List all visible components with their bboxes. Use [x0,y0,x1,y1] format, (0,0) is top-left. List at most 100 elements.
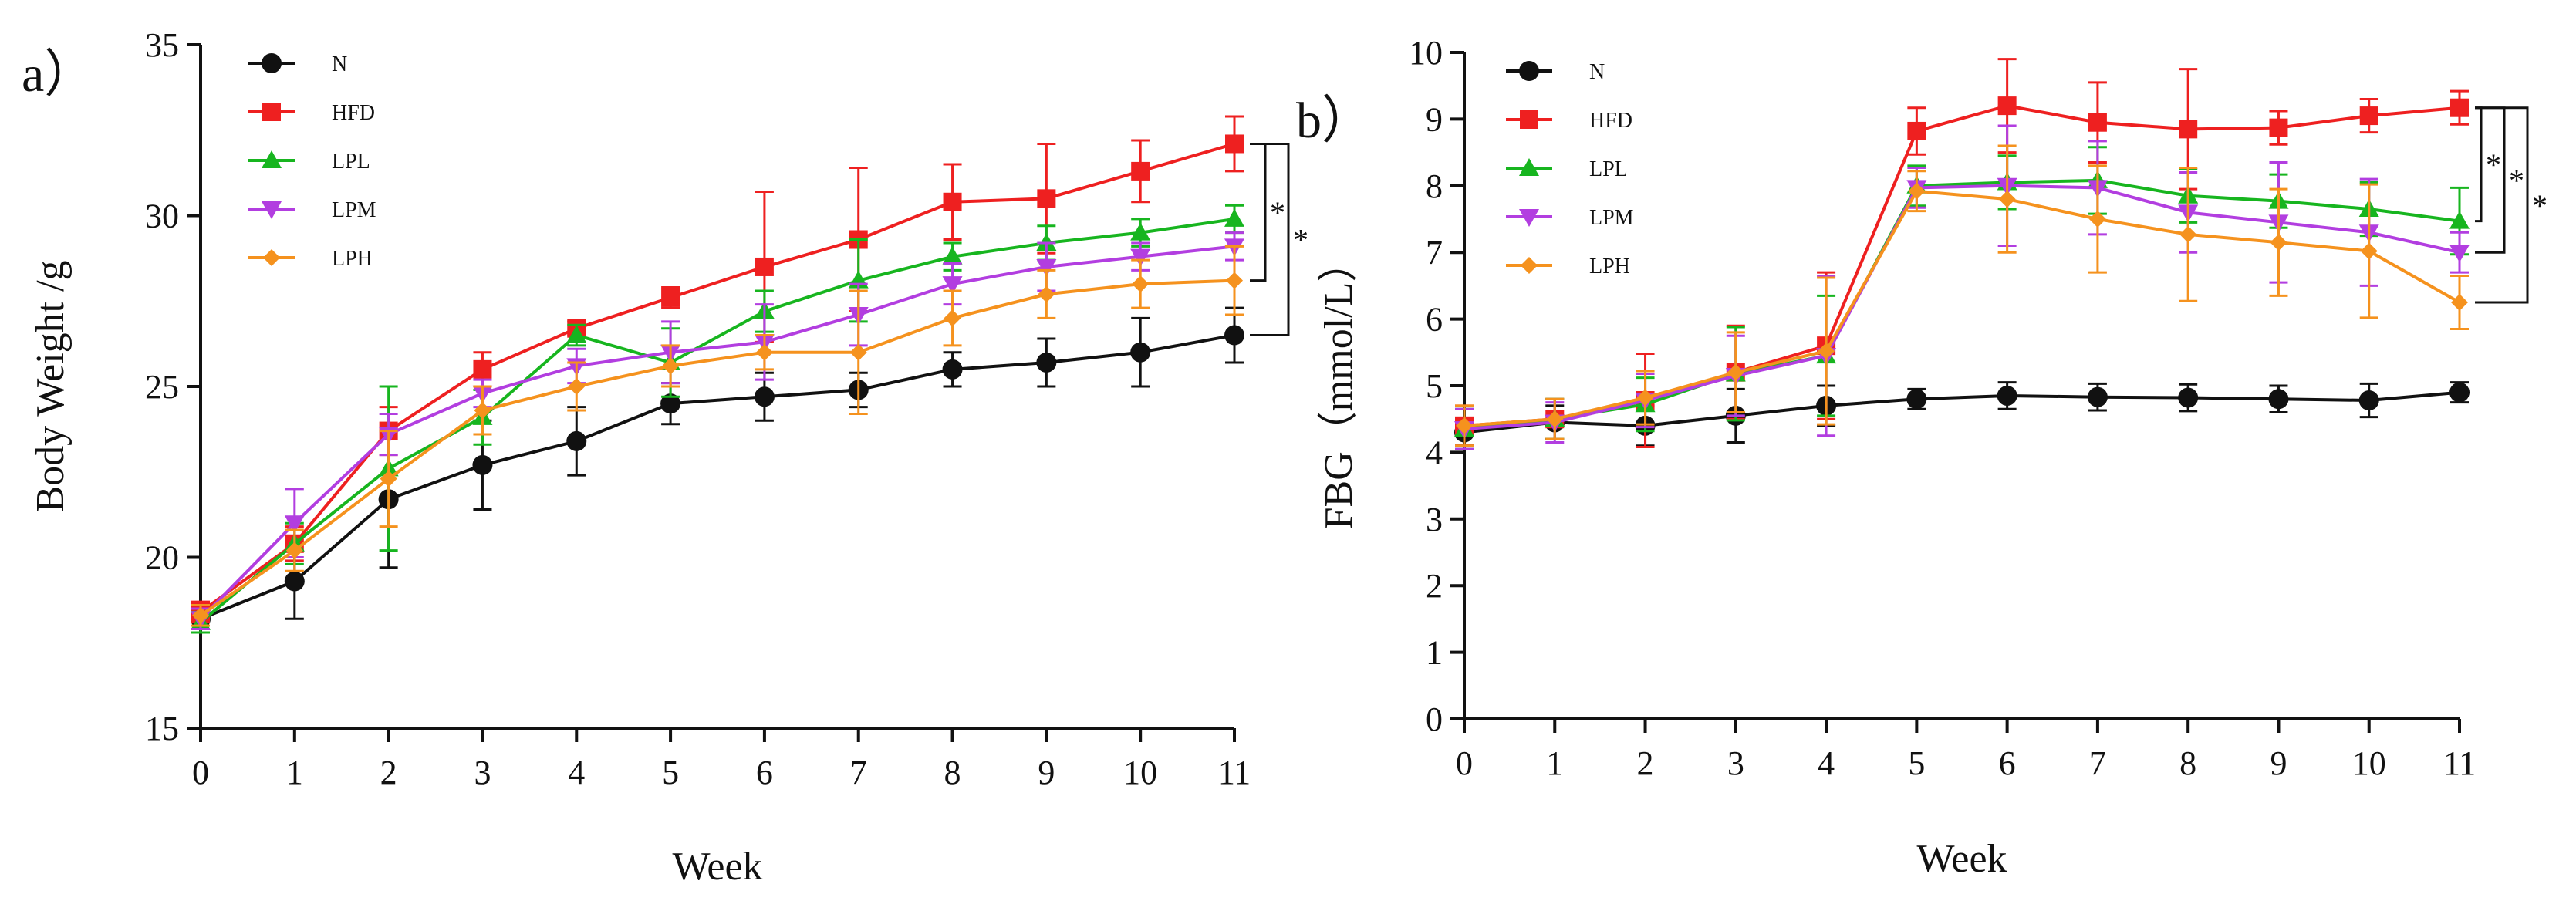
legend-label: LPH [1589,255,1630,278]
data-point [2178,387,2199,408]
data-point [2359,106,2378,126]
x-tick-label: 7 [850,754,867,791]
data-point [2270,234,2287,251]
legend-marker [262,103,281,121]
data-point [1132,275,1150,293]
legend-label: LPL [332,150,370,174]
legend-marker [1519,209,1539,227]
data-point [1997,96,2017,116]
y-tick-label: 0 [1426,700,1443,738]
significance-bracket [2475,106,2483,223]
x-tick-label: 0 [192,754,209,791]
significance-brackets: ** [1250,142,1308,337]
series-line [1464,390,2460,434]
data-point [2358,390,2379,411]
data-point [1130,248,1151,267]
series-line [1464,184,2460,431]
series-lpl [1454,146,2470,450]
data-point [2360,242,2378,260]
data-point [192,606,209,624]
series-lpm [191,231,1244,631]
data-point [2450,98,2469,117]
data-point [1997,385,2017,406]
significance-star: * [2509,163,2524,197]
significance-star: * [2532,188,2547,223]
y-tick-label: 7 [1426,234,1443,272]
legend-label: LPH [332,247,373,271]
legend-label: N [332,52,347,76]
y-tick-label: 8 [1426,167,1443,205]
legend-marker [262,53,282,73]
legend-marker [262,150,282,168]
y-axis-title: FBG（mmol/L） [1317,242,1361,530]
data-point [1636,389,1654,407]
legend-label: N [1589,60,1605,84]
legend-marker [1519,61,1539,81]
x-tick-label: 2 [380,754,397,791]
legend-marker [1520,110,1538,129]
x-tick-label: 5 [1908,744,1925,782]
y-axis-title: Body Weight /g [29,260,73,512]
series-line [1464,189,2460,427]
data-point [943,192,962,211]
data-point [1226,272,1243,289]
series-n [191,306,1244,631]
significance-star: * [1270,195,1285,230]
data-point [566,430,587,451]
data-point [284,515,305,534]
series-line [199,217,1235,624]
legend-marker [262,201,282,219]
x-tick-label: 2 [1637,744,1654,782]
data-point [1036,352,1057,373]
data-point [2451,294,2468,311]
legend-marker [263,249,280,266]
x-tick-label: 10 [2352,744,2386,782]
data-point [1130,342,1151,363]
data-point [2449,245,2470,263]
y-tick-label: 6 [1426,301,1443,339]
x-tick-label: 3 [474,754,491,791]
legend: N HFD LPL LPM LPH [248,52,376,271]
data-point [2449,211,2470,229]
y-tick-label: 20 [145,539,179,577]
series-line [199,278,1235,617]
data-point [2088,211,2106,228]
panel-label: a） [22,46,95,103]
y-tick-label: 1 [1426,634,1443,672]
significance-bracket [1250,142,1290,337]
data-point [2449,382,2470,403]
data-point [1225,134,1244,154]
series-lph [191,245,1244,627]
significance-star: * [1293,223,1308,258]
y-tick-label: 15 [145,710,179,747]
x-tick-label: 6 [756,754,773,791]
x-tick-label: 0 [1456,744,1473,782]
y-tick-label: 2 [1426,567,1443,605]
data-point [1906,389,1927,410]
significance-bracket [2475,106,2529,304]
x-tick-label: 5 [662,754,679,791]
x-tick-label: 7 [2089,744,2106,782]
data-point [1908,182,1926,200]
series-line [200,333,1235,621]
data-point [285,542,303,559]
x-tick-label: 4 [1818,744,1835,782]
data-point [660,393,681,414]
y-tick-label: 10 [1409,34,1443,72]
data-point [1818,343,1835,360]
legend: N HFD LPL LPM LPH [1506,60,1634,278]
data-point [2088,113,2107,132]
y-tick-label: 3 [1426,501,1443,538]
data-point [1998,191,2016,208]
data-point [474,402,491,420]
panel-b-fbg: 0 1 2 3 4 5 6 7 8 9 10 0 1 2 3 4 5 6 7 8 9 10 11 Week FBG（mmol/L… [1296,34,2547,881]
data-point [1456,417,1473,434]
data-point [1546,410,1564,428]
legend-label: LPL [1589,157,1628,181]
data-point [2087,386,2108,407]
x-tick-label: 6 [1999,744,2016,782]
x-tick-label: 4 [568,754,585,791]
x-tick-label: 8 [2179,744,2196,782]
x-axis-title: Week [1916,837,2007,881]
